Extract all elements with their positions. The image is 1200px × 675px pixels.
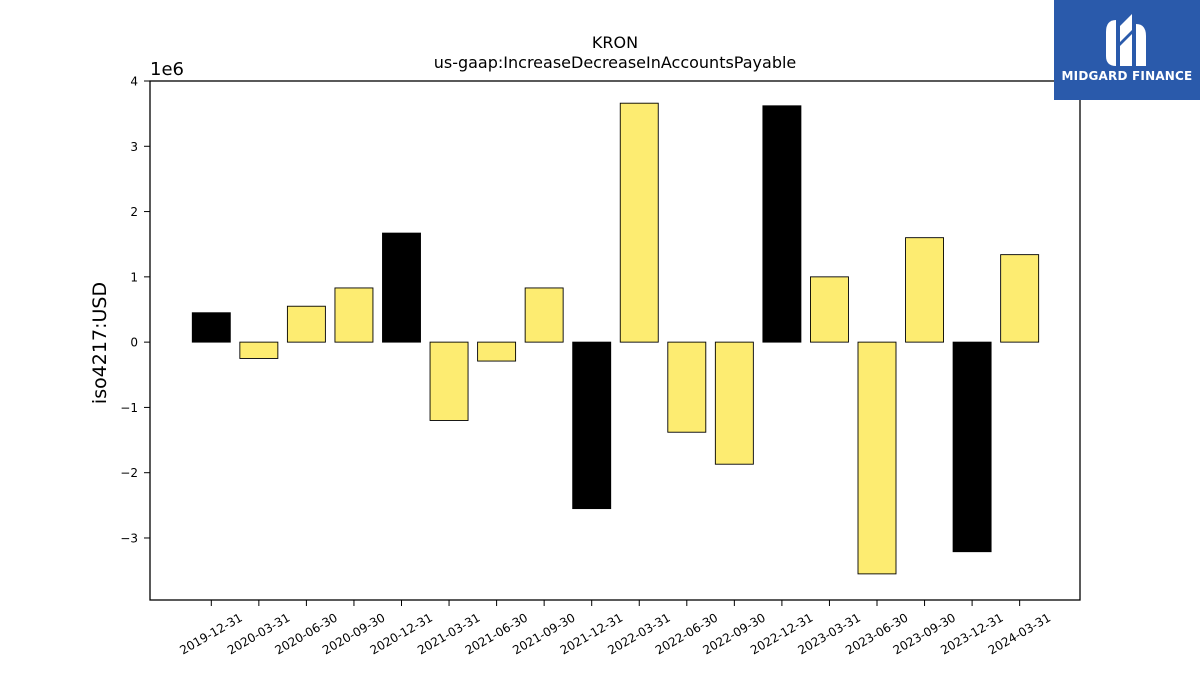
y-axis-label: iso4217:USD <box>89 282 111 404</box>
bar-2021-06-30 <box>477 341 517 362</box>
bar-2024-03-31 <box>1000 254 1040 343</box>
y-tick-label: 2 <box>130 205 138 219</box>
chart-subtitle: us-gaap:IncreaseDecreaseInAccountsPayabl… <box>434 53 797 72</box>
y-tick-label: 3 <box>130 140 138 154</box>
bar-2023-09-30 <box>905 237 944 343</box>
y-tick-label: −3 <box>120 531 138 545</box>
midgard-logo-icon <box>1106 14 1146 66</box>
bar-2023-03-31 <box>810 276 849 343</box>
bar-2023-12-31 <box>952 341 992 553</box>
bar-2020-06-30 <box>286 305 326 343</box>
y-scale-label: 1e6 <box>150 59 184 80</box>
bar-2020-09-30 <box>334 287 374 343</box>
x-axis-ticks: 2019-12-312020-03-312020-06-302020-09-30… <box>177 600 1053 657</box>
bar-2021-12-31 <box>572 341 612 510</box>
bar-2022-09-30 <box>714 341 754 465</box>
y-tick-label: 1 <box>130 270 138 284</box>
bar-2021-09-30 <box>524 287 564 343</box>
y-tick-label: −2 <box>120 466 138 480</box>
bar-2022-12-31 <box>762 105 802 343</box>
bars-group <box>191 102 1040 575</box>
bar-2021-03-31 <box>429 341 469 421</box>
y-tick-label: 0 <box>130 336 138 350</box>
y-tick-label: 4 <box>130 75 138 89</box>
bar-2022-06-30 <box>667 341 707 433</box>
chart-title: KRON <box>592 33 638 52</box>
bar-2019-12-31 <box>191 312 231 343</box>
bar-2020-03-31 <box>239 341 279 359</box>
brand-name: MIDGARD FINANCE <box>1061 69 1193 83</box>
bar-2023-06-30 <box>857 341 897 575</box>
bar-2022-03-31 <box>619 102 659 343</box>
plot-area-frame <box>149 80 1081 601</box>
y-tick-label: −1 <box>120 401 138 415</box>
bar-2020-12-31 <box>382 232 421 343</box>
brand-logo: MIDGARD FINANCE <box>1054 0 1200 100</box>
y-axis-ticks: −3 −2 −1 0 1 2 3 4 <box>120 75 150 545</box>
